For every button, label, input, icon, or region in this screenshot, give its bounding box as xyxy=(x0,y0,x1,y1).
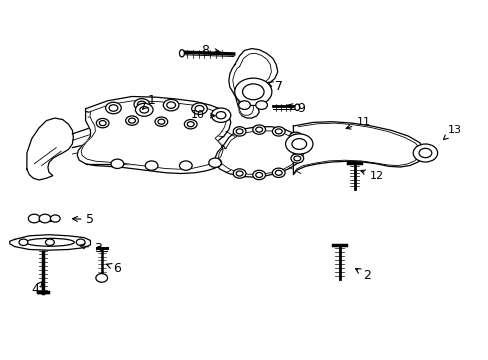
Circle shape xyxy=(285,134,312,154)
Circle shape xyxy=(236,129,243,134)
Circle shape xyxy=(155,117,167,126)
Polygon shape xyxy=(218,131,300,174)
Text: 12: 12 xyxy=(360,170,383,181)
Circle shape xyxy=(45,239,54,246)
Polygon shape xyxy=(77,96,230,174)
Circle shape xyxy=(166,102,175,108)
Circle shape xyxy=(28,214,40,223)
Circle shape xyxy=(238,101,250,109)
Circle shape xyxy=(137,101,146,108)
Circle shape xyxy=(211,108,230,122)
Polygon shape xyxy=(81,101,225,169)
Circle shape xyxy=(111,159,123,168)
Circle shape xyxy=(412,144,437,162)
Circle shape xyxy=(135,103,153,116)
Circle shape xyxy=(195,105,203,112)
Polygon shape xyxy=(10,235,90,250)
Circle shape xyxy=(96,118,109,128)
Circle shape xyxy=(163,99,179,111)
Circle shape xyxy=(50,215,60,222)
Circle shape xyxy=(140,107,148,113)
Text: 1: 1 xyxy=(142,94,155,109)
Circle shape xyxy=(179,161,192,170)
Circle shape xyxy=(255,101,267,109)
Text: 7: 7 xyxy=(267,80,282,93)
Circle shape xyxy=(233,127,245,136)
Text: 4: 4 xyxy=(31,282,42,296)
Circle shape xyxy=(128,118,135,123)
Text: 6: 6 xyxy=(106,262,121,275)
Circle shape xyxy=(76,239,85,246)
Circle shape xyxy=(289,132,302,141)
Circle shape xyxy=(39,214,51,223)
Text: 2: 2 xyxy=(355,269,370,282)
Circle shape xyxy=(158,119,164,124)
Polygon shape xyxy=(232,53,271,115)
Circle shape xyxy=(236,171,243,176)
Polygon shape xyxy=(293,122,424,175)
Text: 10: 10 xyxy=(191,110,215,120)
Circle shape xyxy=(255,172,262,177)
Circle shape xyxy=(125,116,138,125)
Circle shape xyxy=(293,156,300,161)
Circle shape xyxy=(275,170,282,175)
Circle shape xyxy=(96,274,107,282)
Circle shape xyxy=(234,78,271,105)
Circle shape xyxy=(291,139,306,149)
Circle shape xyxy=(187,122,194,127)
Circle shape xyxy=(109,105,118,111)
Circle shape xyxy=(272,127,285,136)
Polygon shape xyxy=(228,49,277,118)
Circle shape xyxy=(19,239,28,246)
Ellipse shape xyxy=(25,238,74,246)
Circle shape xyxy=(99,121,106,126)
Polygon shape xyxy=(27,118,73,180)
Ellipse shape xyxy=(179,50,184,57)
Circle shape xyxy=(255,127,262,132)
Ellipse shape xyxy=(294,104,299,111)
Circle shape xyxy=(290,154,303,163)
Circle shape xyxy=(252,170,265,180)
Circle shape xyxy=(191,103,207,114)
Circle shape xyxy=(275,129,282,134)
Circle shape xyxy=(272,168,285,177)
Circle shape xyxy=(252,125,265,134)
Text: 5: 5 xyxy=(72,213,94,226)
Circle shape xyxy=(105,102,121,114)
Circle shape xyxy=(184,120,197,129)
Circle shape xyxy=(418,148,431,158)
Text: 3: 3 xyxy=(80,242,102,255)
Text: 9: 9 xyxy=(287,102,304,114)
Circle shape xyxy=(292,134,299,139)
Polygon shape xyxy=(215,127,304,177)
Circle shape xyxy=(242,84,264,100)
Text: 11: 11 xyxy=(346,117,370,129)
Circle shape xyxy=(208,158,221,167)
Text: 8: 8 xyxy=(201,44,220,57)
Circle shape xyxy=(233,169,245,178)
Circle shape xyxy=(134,99,149,110)
Text: 13: 13 xyxy=(443,125,461,140)
Circle shape xyxy=(216,112,225,119)
Circle shape xyxy=(145,161,158,170)
